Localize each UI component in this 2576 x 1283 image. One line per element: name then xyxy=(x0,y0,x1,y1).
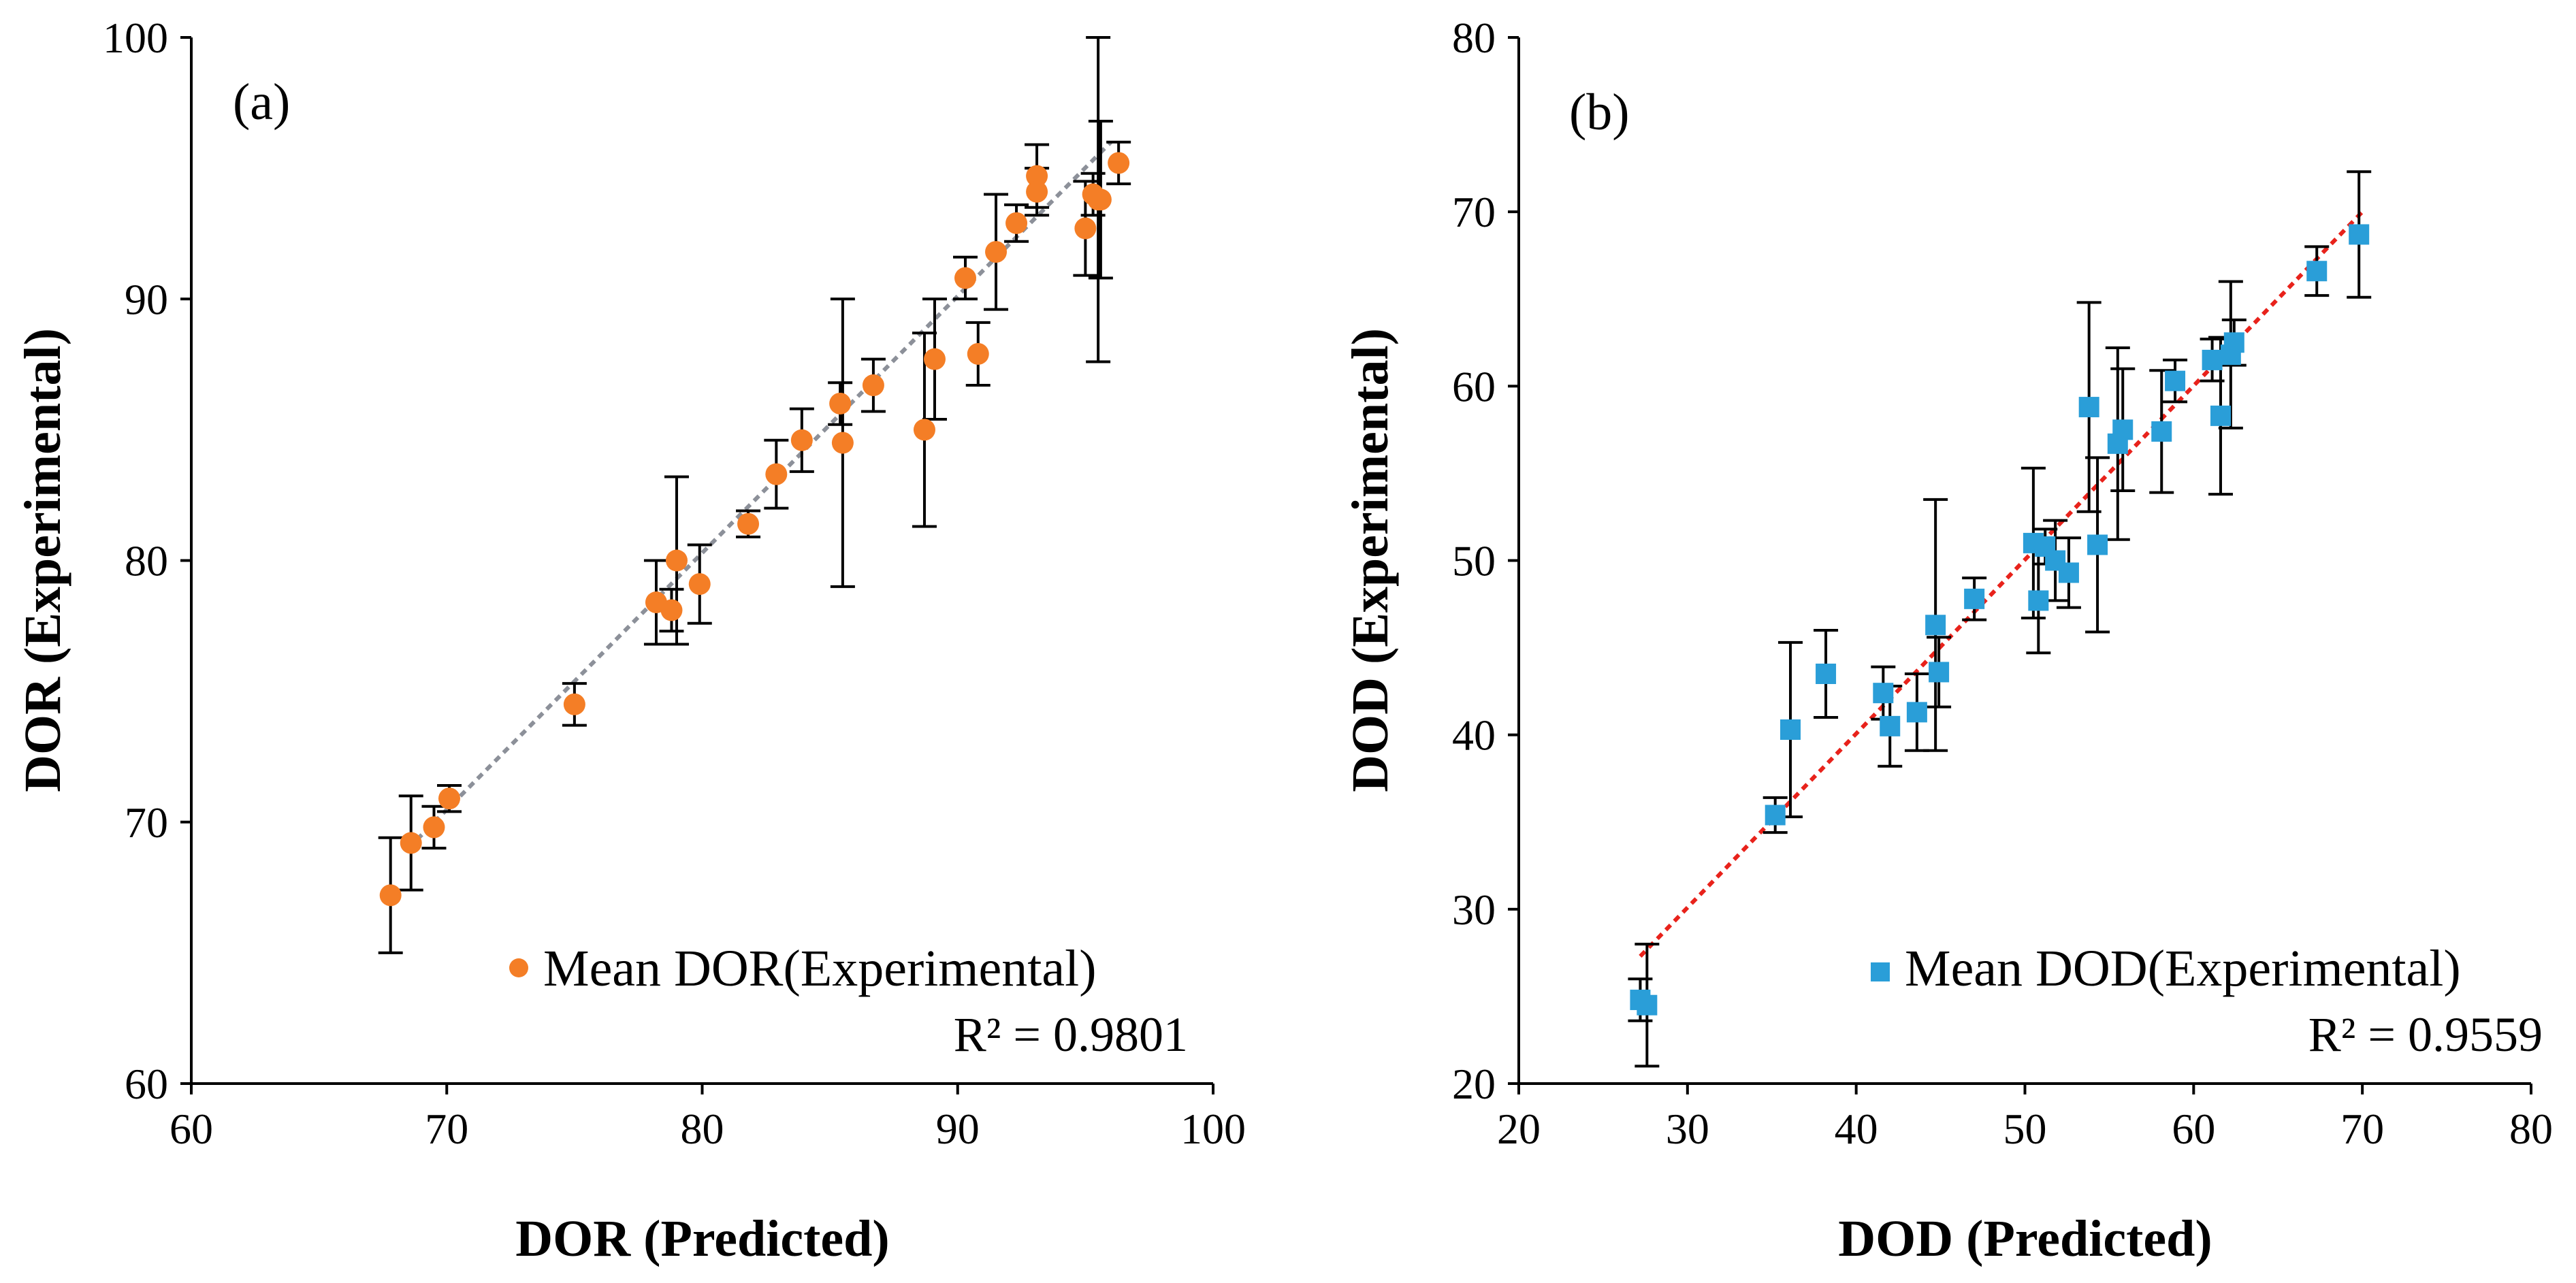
panel-a-x-tick-label: 70 xyxy=(425,1105,468,1153)
panel-b-legend-marker xyxy=(1871,962,1890,981)
panel-b-data-point xyxy=(1780,719,1801,740)
panel-b-y-tick-label: 20 xyxy=(1452,1060,1496,1108)
panel-b-data-point xyxy=(1880,715,1901,736)
panel-a-data-point xyxy=(1074,217,1097,240)
panel-b-r-squared: R² = 0.9559 xyxy=(2308,1007,2543,1062)
panel-a-data-point xyxy=(1026,165,1048,187)
panel-b-label: (b) xyxy=(1569,84,1630,141)
panel-a-data-point xyxy=(985,241,1008,263)
panel-a-data-point xyxy=(1087,189,1110,211)
panel-b-legend: Mean DOD(Experimental) xyxy=(1871,940,2461,997)
chart-panel-a: 60 70 80 90 100 60 70 80 90 100 (a) DOR (Predicte… xyxy=(14,14,1246,1267)
panel-b-legend-label: Mean DOD(Experimental) xyxy=(1905,940,2461,997)
panel-b-y-axis-title: DOD (Experimental) xyxy=(1342,328,1399,792)
panel-b-data-point xyxy=(2151,421,2172,442)
panel-a-data-point xyxy=(913,419,935,441)
panel-b-x-tick-label: 80 xyxy=(2509,1105,2553,1153)
panel-b-data-point xyxy=(1637,994,1658,1016)
panel-b-y-tick-label: 60 xyxy=(1452,362,1496,410)
panel-b-data-point xyxy=(2202,349,2223,370)
panel-a-y-tick-label: 80 xyxy=(125,537,168,585)
panel-b-data-point xyxy=(1964,588,1985,609)
panel-a-data-point xyxy=(862,374,884,397)
panel-a-y-tick-label: 60 xyxy=(125,1060,168,1108)
panel-b-data-point xyxy=(2223,332,2244,353)
panel-b-data-point xyxy=(2078,397,2099,418)
panel-a-data-point xyxy=(829,392,852,415)
panel-a-x-tick-label: 80 xyxy=(681,1105,724,1153)
panel-b-y-tick-label: 80 xyxy=(1452,14,1496,62)
panel-b-y-tick-label: 30 xyxy=(1452,886,1496,934)
panel-b-y-tick-label: 70 xyxy=(1452,188,1496,236)
panel-a-data-point xyxy=(1026,180,1048,203)
panel-a-data-point xyxy=(765,463,788,485)
panel-b-x-tick-label: 30 xyxy=(1666,1105,1709,1153)
panel-a-data-point xyxy=(688,573,711,596)
panel-a-data-point xyxy=(923,348,946,370)
panel-a-legend-label: Mean DOR(Experimental) xyxy=(543,940,1097,997)
panel-b-data-point xyxy=(2112,419,2134,440)
panel-a-x-tick-label: 60 xyxy=(170,1105,213,1153)
panel-a-data-point xyxy=(1108,152,1130,174)
panel-b-data-point xyxy=(2210,405,2231,426)
panel-a-y-tick-label: 100 xyxy=(103,14,168,62)
panel-a-data-point xyxy=(1005,212,1028,234)
panel-a-data-point xyxy=(790,429,813,451)
panel-a-data-point xyxy=(737,513,760,535)
panel-a-data-point xyxy=(563,693,585,715)
panel-a-data-point xyxy=(660,599,683,621)
panel-b-data-point xyxy=(1906,702,1927,723)
panel-b-y-tick-label: 50 xyxy=(1452,537,1496,585)
panel-b-data-point xyxy=(2349,224,2370,245)
panel-b-x-tick-label: 20 xyxy=(1497,1105,1541,1153)
panel-b-data-point xyxy=(1765,805,1786,826)
panel-b-data-point xyxy=(2306,261,2328,282)
panel-b-x-tick-label: 50 xyxy=(2003,1105,2047,1153)
panel-a-data-point xyxy=(954,267,977,289)
panel-b-data-point xyxy=(1925,615,1946,636)
panel-b-data-point xyxy=(1816,664,1837,685)
panel-a-data-point xyxy=(665,549,688,572)
panel-a-trendline xyxy=(406,140,1113,850)
panel-a-y-tick-label: 70 xyxy=(125,798,168,847)
panel-b-x-tick-label: 60 xyxy=(2172,1105,2215,1153)
panel-b-data-point xyxy=(2028,590,2049,611)
panel-b-data-point xyxy=(2087,534,2108,555)
panel-a-r-squared: R² = 0.9801 xyxy=(954,1007,1188,1062)
panel-a-y-tick-label: 90 xyxy=(125,275,168,323)
panel-b-x-tick-label: 70 xyxy=(2340,1105,2384,1153)
panel-a-data-point xyxy=(438,787,461,810)
panel-b-y-tick-label: 40 xyxy=(1452,711,1496,760)
panel-a-label: (a) xyxy=(233,74,290,131)
panel-a-data-point xyxy=(400,832,422,854)
panel-a-data-point xyxy=(423,816,445,839)
panel-a-data-point xyxy=(967,342,989,365)
panel-a-legend: Mean DOR(Experimental) xyxy=(509,940,1097,997)
panel-a-data-point xyxy=(831,432,854,454)
panel-a-data-point xyxy=(379,884,402,907)
panel-b-trendline xyxy=(1639,210,2364,958)
panel-b-data-point xyxy=(2165,370,2186,391)
panel-b-x-axis-title: DOD (Predicted) xyxy=(1838,1210,2212,1267)
panel-b-data-point xyxy=(1929,662,1950,683)
panel-a-x-tick-label: 90 xyxy=(936,1105,980,1153)
panel-a-x-axis-title: DOR (Predicted) xyxy=(515,1210,889,1267)
panel-a-y-axis-title: DOR (Experimental) xyxy=(14,328,71,792)
panel-b-data-point xyxy=(2058,562,2079,583)
chart-panel-b: 20 30 40 50 60 70 80 20 30 40 50 60 70 80 (b) DOD (Pr… xyxy=(1342,14,2553,1267)
panel-b-x-tick-label: 40 xyxy=(1835,1105,1878,1153)
panel-b-data-point xyxy=(1873,683,1894,704)
panel-a-legend-marker xyxy=(509,958,528,977)
panel-a-x-tick-label: 100 xyxy=(1180,1105,1246,1153)
